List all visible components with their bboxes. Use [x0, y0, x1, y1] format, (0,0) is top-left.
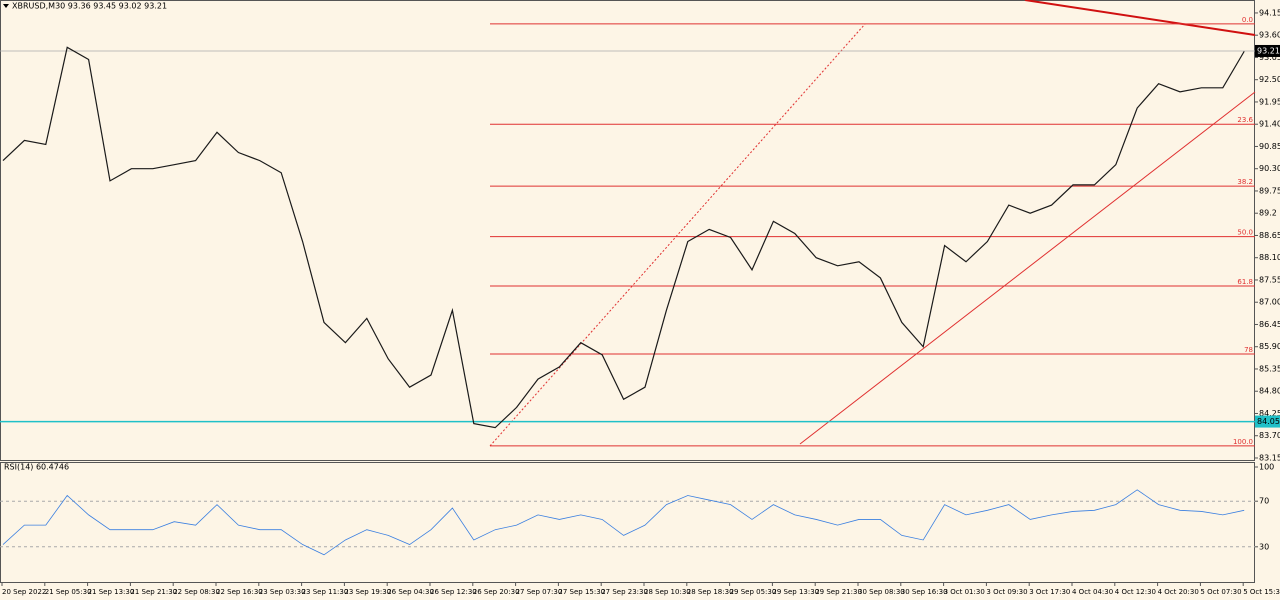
x-tick-label: 29 Sep 21:30 [815, 588, 862, 596]
x-tick-label: 23 Sep 03:30 [259, 588, 306, 596]
x-tick-label: 21 Sep 05:30 [45, 588, 92, 596]
main-frame [0, 0, 1255, 461]
y-tick-label: 91.40 [1259, 120, 1280, 129]
hline-box [1255, 415, 1280, 428]
y-tick-label: 88.10 [1259, 253, 1280, 262]
x-tick-label: 21 Sep 13:30 [88, 588, 135, 596]
x-tick-label: 29 Sep 13:30 [772, 588, 819, 596]
y-tick-label: 90.30 [1259, 164, 1280, 173]
x-tick-label: 4 Oct 20:30 [1158, 588, 1199, 596]
x-tick-label: 5 Oct 07:30 [1200, 588, 1241, 596]
fib-label: 23.6 [1237, 116, 1253, 124]
fib-label: 0.0 [1242, 16, 1253, 24]
symbol-header: XBRUSD,M30 93.36 93.45 93.02 93.21 [12, 2, 167, 11]
support-trendline [799, 91, 1256, 445]
x-tick-label: 29 Sep 05:30 [730, 588, 777, 596]
y-tick-label: 100 [1259, 463, 1274, 472]
rsi-frame [0, 462, 1255, 583]
fib-label: 61.8 [1237, 278, 1253, 286]
x-tick-label: 22 Sep 08:30 [173, 588, 220, 596]
price-label: 93.21 [1257, 46, 1280, 55]
x-tick-label: 26 Sep 04:30 [387, 588, 434, 596]
x-tick-label: 26 Sep 20:30 [473, 588, 520, 596]
price-box [1255, 44, 1280, 57]
x-tick-label: 28 Sep 10:30 [644, 588, 691, 596]
y-tick-label: 84.80 [1259, 387, 1280, 396]
x-tick-label: 30 Sep 16:30 [901, 588, 948, 596]
x-tick-label: 20 Sep 2022 [2, 588, 46, 596]
y-tick-label: 85.90 [1259, 342, 1280, 351]
y-tick-label: 91.95 [1259, 97, 1280, 106]
y-tick-label: 30 [1259, 542, 1269, 551]
y-tick-label: 87.55 [1259, 275, 1280, 284]
x-tick-label: 28 Sep 18:30 [687, 588, 734, 596]
y-tick-label: 70 [1259, 497, 1269, 506]
y-tick-label: 93.60 [1259, 31, 1280, 40]
y-tick-label: 86.45 [1259, 320, 1280, 329]
y-tick-label: 88.65 [1259, 231, 1280, 240]
x-tick-label: 4 Oct 04:30 [1072, 588, 1113, 596]
x-tick-label: 3 Oct 01:30 [944, 588, 985, 596]
trendline [1024, 0, 1256, 36]
x-tick-label: 26 Sep 12:30 [430, 588, 477, 596]
y-tick-label: 94.15 [1259, 8, 1280, 17]
x-tick-label: 3 Oct 09:30 [986, 588, 1027, 596]
rsi-line [2, 489, 1245, 556]
x-tick-label: 5 Oct 15:30 [1243, 588, 1280, 596]
x-tick-label: 23 Sep 11:30 [302, 588, 349, 596]
x-tick-label: 3 Oct 17:30 [1029, 588, 1070, 596]
y-tick-label: 89.75 [1259, 186, 1280, 195]
hline-label: 84.05 [1257, 417, 1280, 426]
menu-arrow [3, 4, 9, 8]
y-tick-label: 93.05 [1259, 53, 1280, 62]
y-tick-label: 83.70 [1259, 431, 1280, 440]
x-tick-label: 27 Sep 07:30 [516, 588, 563, 596]
x-tick-label: 21 Sep 21:30 [130, 588, 177, 596]
price-line-series [2, 46, 1245, 429]
y-tick-label: 92.50 [1259, 75, 1280, 84]
y-tick-label: 87.00 [1259, 298, 1280, 307]
fib-label: 38.2 [1237, 178, 1253, 186]
fib-label: 100.0 [1233, 438, 1253, 446]
y-tick-label: 90.85 [1259, 142, 1280, 151]
y-tick-label: 84.25 [1259, 409, 1280, 418]
fib-label: 50.0 [1237, 229, 1253, 237]
x-tick-label: 22 Sep 16:30 [216, 588, 263, 596]
y-tick-label: 85.35 [1259, 364, 1280, 373]
rsi-header: RSI(14) 60.4746 [4, 463, 69, 472]
fib-label: 78 [1244, 346, 1253, 354]
x-tick-label: 27 Sep 23:30 [601, 588, 648, 596]
x-tick-label: 4 Oct 12:30 [1115, 588, 1156, 596]
x-tick-label: 23 Sep 19:30 [344, 588, 391, 596]
x-tick-label: 27 Sep 15:30 [558, 588, 605, 596]
x-tick-label: 30 Sep 08:30 [858, 588, 905, 596]
y-tick-label: 89.2 [1259, 209, 1277, 218]
y-tick-label: 83.15 [1259, 453, 1280, 462]
